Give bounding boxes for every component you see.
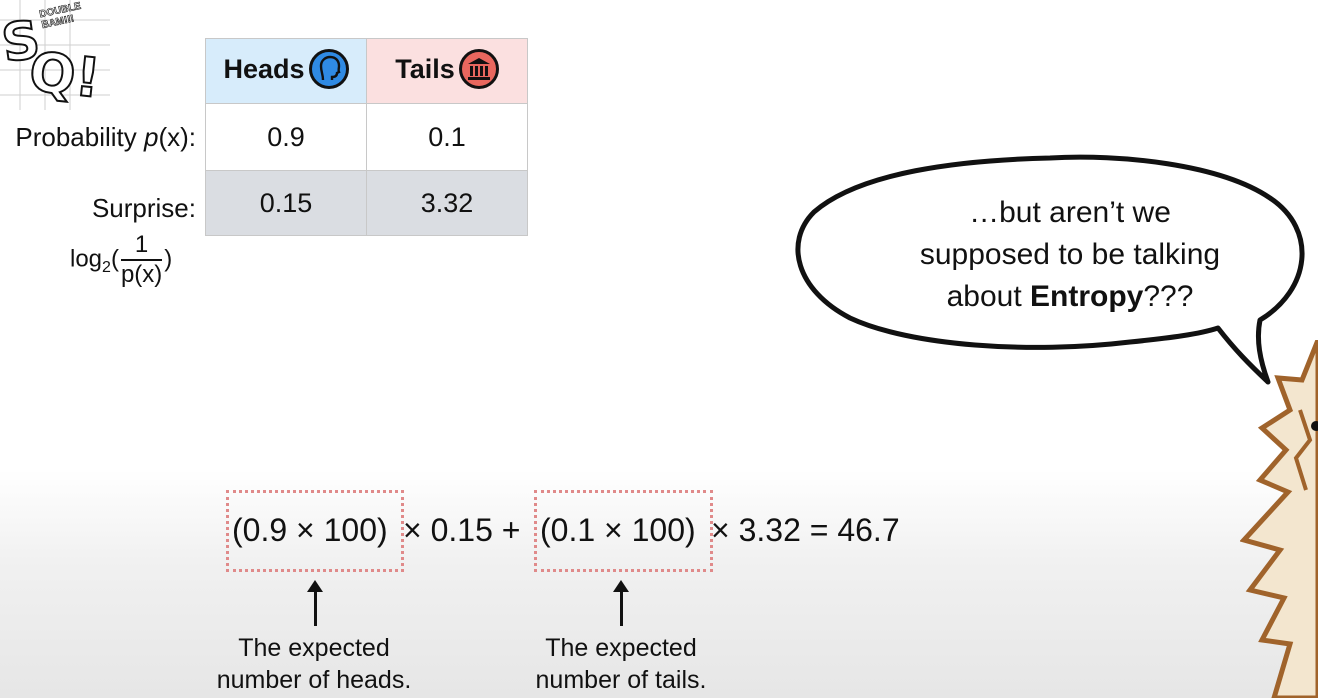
speech-bubble-text: …but aren’t we supposed to be talking ab… xyxy=(860,192,1280,318)
heads-coin-icon xyxy=(308,49,349,89)
probability-surprise-table: Heads Tails 0.9 0.1 0.15 3.32 xyxy=(205,38,528,236)
surprise-row-label: Surprise: xyxy=(91,193,196,223)
svg-text:Q!: Q! xyxy=(26,40,103,110)
tails-coin-icon xyxy=(458,49,499,89)
prob-heads-cell: 0.9 xyxy=(205,103,367,171)
prob-tails-cell: 0.1 xyxy=(366,103,528,171)
equation-op1: × 0.15 + xyxy=(403,512,521,548)
svg-text:S: S xyxy=(0,10,44,75)
equation-term-heads: (0.9 × 100) xyxy=(232,512,388,548)
speech-bubble xyxy=(795,154,1305,385)
bubble-line-1: …but aren’t we xyxy=(969,196,1171,229)
surprise-tails-cell: 3.32 xyxy=(366,170,528,236)
tails-expected-box xyxy=(534,490,713,572)
header-tails: Tails xyxy=(366,38,528,104)
formula-fraction: 1 p(x) xyxy=(120,231,163,288)
equation-op2: × 3.32 = 46.7 xyxy=(711,512,900,548)
surprise-heads-cell: 0.15 xyxy=(205,170,367,236)
bubble-line-2: supposed to be talking xyxy=(919,238,1221,271)
spiky-character xyxy=(1240,340,1318,698)
surprise-formula: log2(1 p(x)) xyxy=(70,231,173,288)
heads-arrow-icon xyxy=(307,580,323,626)
heads-caption: The expected number of heads. xyxy=(216,634,412,694)
heads-label: Heads xyxy=(223,54,305,85)
statquest-logo: S Q! DOUBLE BAM!!! xyxy=(0,0,110,111)
heads-expected-box xyxy=(226,490,404,572)
bubble-line-3: about Entropy??? xyxy=(946,280,1194,313)
tails-caption: The expected number of tails. xyxy=(535,634,707,694)
equation-term-tails: (0.1 × 100) xyxy=(540,512,696,548)
tails-label: Tails xyxy=(395,54,455,85)
probability-row-label: Probability p(x): xyxy=(15,122,196,152)
tails-arrow-icon xyxy=(613,580,629,626)
header-heads: Heads xyxy=(205,38,367,104)
